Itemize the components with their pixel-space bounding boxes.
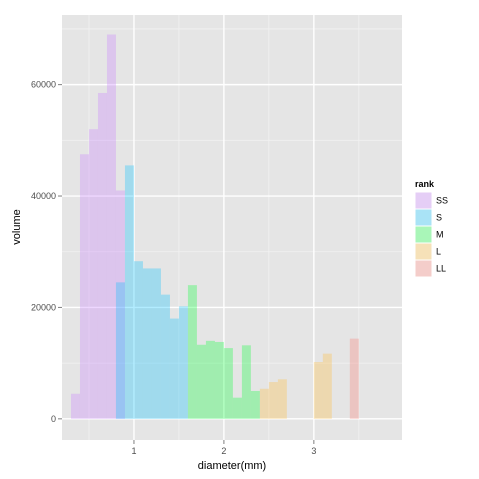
bar-m: [196, 344, 206, 419]
legend-key-m: [415, 226, 432, 243]
bar-m: [232, 397, 242, 419]
bar-l: [268, 382, 278, 419]
x-tick-label: 1: [131, 446, 136, 456]
bar-s: [142, 268, 152, 419]
bar-ss: [106, 34, 116, 419]
bar-m: [187, 285, 197, 419]
bar-ll: [349, 338, 359, 419]
bars-layer: [70, 34, 359, 419]
bar-ss: [115, 190, 125, 419]
legend-key-ll: [415, 260, 432, 277]
y-tick-label: 0: [51, 414, 56, 424]
legend-label-l: L: [436, 247, 441, 257]
bar-s: [169, 318, 179, 419]
y-tick-label: 40000: [31, 191, 56, 201]
x-axis: 1 2 3: [131, 440, 316, 456]
x-tick-label: 2: [221, 446, 226, 456]
bar-m: [223, 348, 233, 419]
y-tick-label: 20000: [31, 302, 56, 312]
y-axis: 0 20000 40000 60000: [31, 80, 62, 424]
bar-s: [160, 294, 170, 419]
bar-m: [205, 340, 215, 419]
bar-l: [313, 362, 323, 419]
y-axis-title: volume: [11, 209, 23, 244]
legend-label-s: S: [436, 213, 442, 223]
bar-l: [277, 379, 287, 419]
bar-l: [322, 353, 332, 419]
bar-s: [151, 268, 161, 419]
bar-m: [241, 345, 251, 419]
legend-key-ss: [415, 192, 432, 209]
bar-ss: [88, 129, 98, 419]
bar-s: [133, 261, 143, 419]
legend-label-m: M: [436, 230, 444, 240]
legend-key-l: [415, 243, 432, 260]
legend-title: rank: [415, 179, 435, 189]
bar-l: [259, 388, 269, 419]
legend-key-bg: [414, 259, 433, 278]
major-gridlines: [62, 15, 402, 440]
bar-ss: [70, 393, 80, 419]
legend-label-ll: LL: [436, 264, 446, 274]
minor-gridlines: [62, 15, 402, 440]
bar-s: [124, 165, 134, 419]
bar-s: [178, 306, 188, 419]
bar-m: [214, 341, 224, 419]
bar-ss: [79, 154, 89, 419]
bar-s: [115, 282, 125, 419]
x-axis-title: diameter(mm): [198, 460, 266, 472]
legend-key-s: [415, 209, 432, 226]
plot-panel: [62, 15, 402, 440]
x-tick-label: 3: [311, 446, 316, 456]
legend-label-ss: SS: [436, 196, 448, 206]
bar-m: [250, 390, 260, 419]
y-tick-label: 60000: [31, 80, 56, 90]
bar-ss: [97, 92, 107, 419]
